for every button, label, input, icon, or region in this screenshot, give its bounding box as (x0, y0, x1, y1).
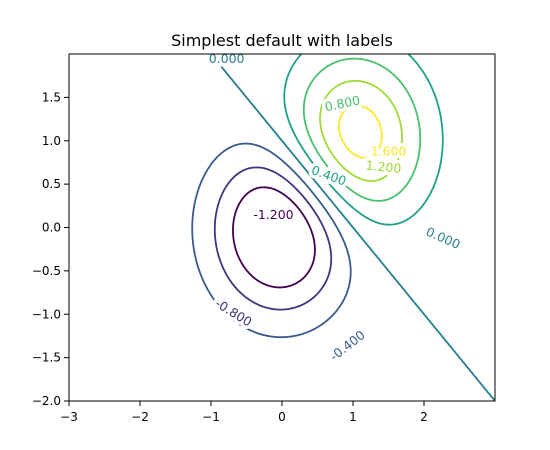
y-axis-ticks: −2.0 −1.5 −1.0 −0.5 0.0 0.5 1.0 1.5 (32, 90, 69, 408)
x-tick-label: −3 (60, 410, 78, 424)
y-tick-label: −1.0 (32, 307, 61, 321)
contour-label-7: 1.200 (365, 157, 402, 176)
contour-label-3: 0.000 (209, 51, 245, 66)
x-tick-label: 2 (420, 410, 428, 424)
contour-line--0.800 (213, 166, 333, 311)
contour-label-2: -0.400 (327, 327, 368, 364)
contour-line-0.000 (210, 54, 495, 401)
x-tick-label: −2 (131, 410, 149, 424)
contour-line-1.200 (319, 79, 403, 182)
y-tick-label: 0.0 (42, 221, 61, 235)
contour-label-0: -1.200 (253, 207, 293, 222)
contour-lines-group (191, 54, 495, 401)
contour-label-1: -0.800 (213, 295, 255, 329)
y-tick-label: 0.5 (42, 177, 61, 191)
contour-line-1.600 (338, 104, 383, 159)
y-tick-label: −2.0 (32, 394, 61, 408)
chart-title: Simplest default with labels (171, 31, 393, 50)
contour-label-4: 0.000 (424, 224, 463, 252)
contour-line--1.200 (232, 186, 316, 289)
x-tick-label: 1 (349, 410, 357, 424)
y-tick-label: −0.5 (32, 264, 61, 278)
x-tick-label: 0 (278, 410, 286, 424)
contour-line-0.800 (302, 57, 422, 202)
y-tick-label: 1.5 (42, 90, 61, 104)
y-tick-label: 1.0 (42, 134, 61, 148)
y-tick-label: −1.5 (32, 351, 61, 365)
contour-label-8: 1.600 (371, 144, 407, 159)
x-tick-label: −1 (202, 410, 220, 424)
x-axis-ticks: −3 −2 −1 0 1 2 (60, 401, 428, 424)
contour-line--0.400 (191, 142, 352, 339)
contour-label-6: 0.800 (323, 92, 361, 114)
contour-line-0.400 (283, 54, 444, 226)
